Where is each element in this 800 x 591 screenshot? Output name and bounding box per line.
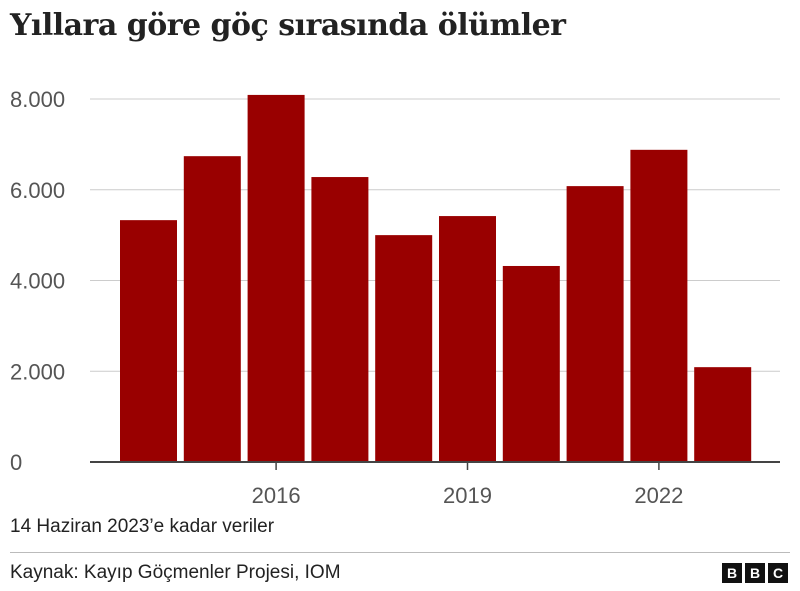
chart-title: Yıllara göre göç sırasında ölümler: [10, 8, 566, 43]
x-tick-label: 2019: [443, 483, 492, 508]
x-tick-label: 2022: [634, 483, 683, 508]
bar-2022: [630, 149, 688, 462]
divider: [10, 552, 790, 553]
bbc-logo: B B C: [722, 563, 788, 583]
y-tick-label: 0: [10, 450, 22, 475]
bar-chart: 0 2.000 4.000 6.000 8.000 2016 2019 2022: [10, 87, 780, 508]
bar-2015: [183, 156, 241, 463]
logo-letter: C: [768, 563, 788, 583]
bar-2019: [439, 216, 496, 462]
logo-letter: B: [745, 563, 765, 583]
bar-2014: [120, 220, 177, 462]
bar-2021: [566, 186, 624, 462]
x-tick-label: 2016: [252, 483, 301, 508]
bar-2023: [694, 367, 752, 462]
bar-2020: [502, 265, 560, 462]
y-tick-label: 6.000: [10, 178, 65, 203]
y-tick-label: 8.000: [10, 87, 65, 112]
bar-2016: [247, 94, 305, 462]
bar-2017: [311, 177, 369, 463]
source-text: Kaynak: Kayıp Göçmenler Projesi, IOM: [10, 562, 341, 583]
data-note: 14 Haziran 2023’e kadar veriler: [10, 516, 275, 537]
logo-letter: B: [722, 563, 742, 583]
y-tick-label: 2.000: [10, 359, 65, 384]
bar-2018: [375, 235, 433, 462]
y-tick-label: 4.000: [10, 269, 65, 294]
